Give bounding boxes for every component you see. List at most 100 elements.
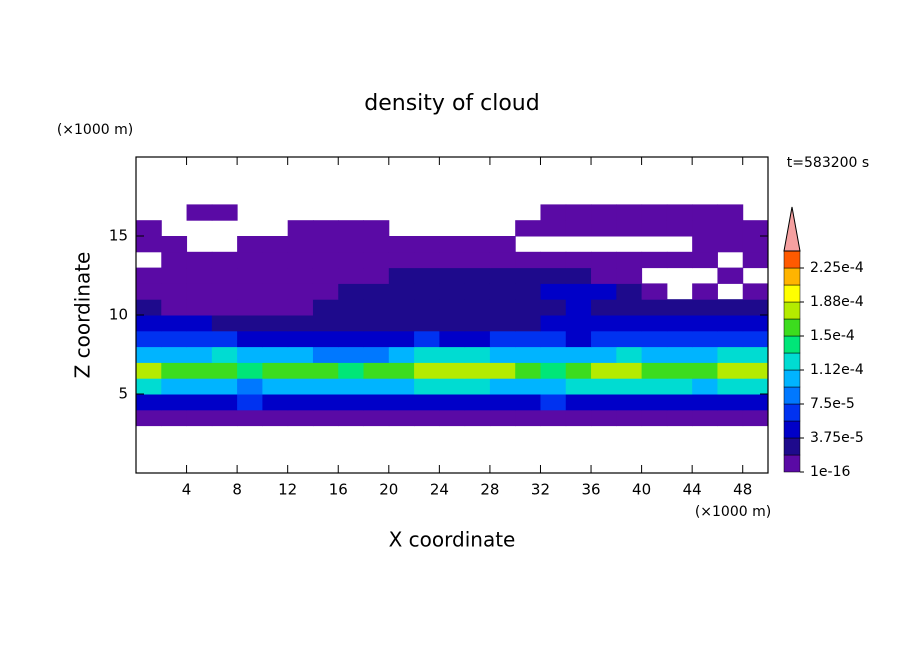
contour-cell xyxy=(465,204,491,220)
contour-cell xyxy=(338,204,364,220)
contour-cell xyxy=(667,157,693,173)
contour-cell xyxy=(136,409,162,427)
contour-cell xyxy=(489,362,516,379)
contour-cell xyxy=(490,204,516,220)
contour-cell xyxy=(338,189,364,205)
contour-cell xyxy=(287,267,314,284)
contour-cell xyxy=(742,330,769,348)
contour-cell xyxy=(439,409,466,427)
contour-cell xyxy=(490,457,516,473)
contour-cell xyxy=(187,426,213,442)
colorbar-band xyxy=(783,352,801,371)
contour-cell xyxy=(212,157,238,173)
contour-cell xyxy=(262,189,288,205)
contour-cell xyxy=(743,189,769,205)
contour-cell xyxy=(287,362,314,379)
contour-cell xyxy=(262,283,289,300)
contour-cell xyxy=(641,220,668,237)
contour-cell xyxy=(591,315,617,332)
contour-cell xyxy=(489,394,516,411)
contour-cell xyxy=(312,378,339,395)
contour-cell xyxy=(489,236,516,253)
contour-cell xyxy=(237,283,263,300)
contour-cell xyxy=(161,157,187,173)
contour-cell xyxy=(489,315,516,332)
contour-cell xyxy=(565,220,592,237)
contour-cell xyxy=(666,220,693,237)
contour-cell xyxy=(187,157,213,173)
contour-cell xyxy=(338,394,365,411)
contour-cell xyxy=(414,426,440,442)
contour-cell xyxy=(591,267,617,284)
contour-cell xyxy=(717,204,744,221)
contour-cell xyxy=(338,330,365,348)
contour-cell xyxy=(287,394,314,411)
contour-cell xyxy=(262,457,288,473)
contour-cell xyxy=(212,457,238,473)
contour-cell xyxy=(187,189,213,205)
contour-cell xyxy=(464,409,491,427)
contour-cell xyxy=(641,283,668,300)
contour-cell xyxy=(591,157,617,173)
contour-cell xyxy=(187,457,213,473)
contour-cell xyxy=(288,441,314,457)
contour-cell xyxy=(389,189,415,205)
contour-cell xyxy=(717,378,744,395)
contour-cell xyxy=(489,378,516,395)
colorbar-band xyxy=(783,267,801,286)
contour-cell xyxy=(515,283,541,300)
contour-cell xyxy=(565,315,592,332)
contour-cell xyxy=(692,409,718,427)
contour-cell xyxy=(591,378,617,395)
contour-cell xyxy=(692,426,718,442)
contour-cell xyxy=(363,330,390,348)
contour-cell xyxy=(287,299,314,316)
contour-cell xyxy=(692,204,718,221)
contour-cell xyxy=(666,378,693,395)
contour-cell xyxy=(591,251,617,269)
contour-cell xyxy=(414,283,440,300)
contour-cell xyxy=(692,394,718,411)
contour-cell xyxy=(211,362,238,379)
contour-cell xyxy=(212,426,238,442)
contour-cell xyxy=(287,346,314,363)
contour-cell xyxy=(186,409,213,427)
contour-cell xyxy=(388,315,415,332)
x-tick-label: 32 xyxy=(531,481,550,499)
contour-cell xyxy=(465,426,491,442)
plot-frame xyxy=(135,156,769,474)
contour-cell xyxy=(439,157,465,173)
contour-cell xyxy=(136,220,162,237)
contour-cell xyxy=(515,409,541,427)
x-unit: (×1000 m) xyxy=(695,504,771,520)
contour-cell xyxy=(642,173,668,189)
contour-cell xyxy=(666,315,693,332)
contour-cell xyxy=(312,220,339,237)
contour-cell xyxy=(136,252,162,268)
contour-cell xyxy=(742,283,769,300)
contour-cell xyxy=(540,409,567,427)
contour-cell xyxy=(666,394,693,411)
contour-cell xyxy=(262,394,289,411)
contour-cell xyxy=(464,330,491,348)
contour-cell xyxy=(565,299,592,316)
contour-cell xyxy=(388,409,415,427)
contour-cell xyxy=(288,457,314,473)
contour-cell xyxy=(692,378,718,395)
contour-cell xyxy=(338,315,365,332)
contour-cell xyxy=(237,204,263,220)
contour-cell xyxy=(136,173,162,189)
contour-cell xyxy=(616,315,643,332)
contour-cell xyxy=(363,236,390,253)
contour-cell xyxy=(641,346,668,363)
contour-cell xyxy=(717,157,743,173)
contour-cell xyxy=(742,251,769,269)
contour-cell xyxy=(717,394,744,411)
contour-cell xyxy=(616,204,643,221)
contour-cell xyxy=(338,346,365,363)
x-tick-label: 44 xyxy=(683,481,702,499)
contour-cell xyxy=(540,283,567,300)
colorbar-band xyxy=(783,318,801,337)
contour-cell xyxy=(363,378,390,395)
contour-cell xyxy=(515,315,541,332)
